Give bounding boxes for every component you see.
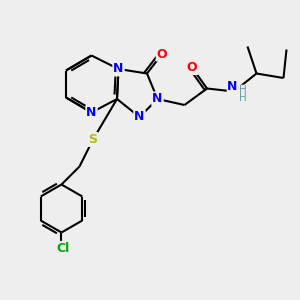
- Text: O: O: [187, 61, 197, 74]
- Text: N: N: [152, 92, 163, 106]
- Text: N: N: [134, 110, 145, 124]
- Text: O: O: [157, 47, 167, 61]
- Text: Cl: Cl: [56, 242, 70, 255]
- Text: N: N: [227, 80, 238, 93]
- Text: N: N: [113, 62, 124, 76]
- Text: N: N: [86, 106, 97, 119]
- Text: H: H: [238, 93, 246, 103]
- Text: S: S: [88, 133, 98, 146]
- Text: H: H: [238, 85, 246, 95]
